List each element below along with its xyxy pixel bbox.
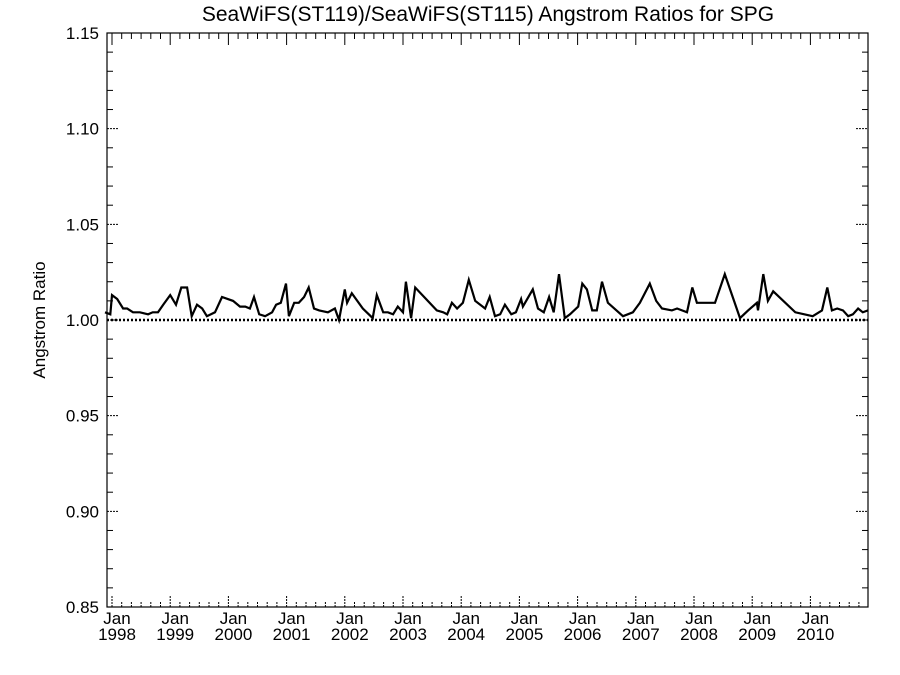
- x-tick-label-month: Jan: [743, 609, 770, 628]
- y-tick-label: 1.15: [66, 24, 99, 43]
- y-tick-label: 0.85: [66, 598, 99, 617]
- x-tick-label-year: 2009: [738, 625, 776, 644]
- y-tick-label: 1.05: [66, 215, 99, 234]
- x-tick-label-month: Jan: [802, 609, 829, 628]
- x-tick-label-year: 2010: [796, 625, 834, 644]
- x-tick-label-month: Jan: [278, 609, 305, 628]
- series-group: [104, 270, 869, 325]
- chart-title: SeaWiFS(ST119)/SeaWiFS(ST115) Angstrom R…: [202, 3, 774, 26]
- x-tick-label-year: 2005: [505, 625, 543, 644]
- x-tick-label-month: Jan: [627, 609, 654, 628]
- x-tick-label-year: 1998: [98, 625, 136, 644]
- x-tick-label-year: 2002: [331, 625, 369, 644]
- x-tick-label-year: 2006: [564, 625, 602, 644]
- x-tick-label-month: Jan: [103, 609, 130, 628]
- x-tick-label-month: Jan: [511, 609, 538, 628]
- y-tick-label: 0.90: [66, 502, 99, 521]
- x-tick-label-year: 2001: [273, 625, 311, 644]
- x-tick-label-month: Jan: [336, 609, 363, 628]
- x-tick-label-month: Jan: [220, 609, 247, 628]
- x-tick-label-month: Jan: [452, 609, 479, 628]
- x-tick-label-month: Jan: [394, 609, 421, 628]
- y-tick-label: 1.10: [66, 120, 99, 139]
- x-tick-label-year: 2003: [389, 625, 427, 644]
- x-tick-label-year: 2004: [447, 625, 485, 644]
- x-tick-label-year: 2000: [214, 625, 252, 644]
- x-tick-label-month: Jan: [161, 609, 188, 628]
- series-line: [104, 270, 869, 325]
- y-axis-label: Angstrom Ratio: [30, 261, 49, 378]
- x-tick-label-year: 1999: [156, 625, 194, 644]
- x-tick-label-month: Jan: [685, 609, 712, 628]
- y-tick-label: 0.95: [66, 407, 99, 426]
- y-tick-label: 1.00: [66, 311, 99, 330]
- x-tick-label-year: 2007: [622, 625, 660, 644]
- axis-ticks: [107, 33, 868, 607]
- plot-frame: [106, 32, 869, 608]
- x-tick-label-year: 2008: [680, 625, 718, 644]
- x-tick-label-month: Jan: [569, 609, 596, 628]
- tick-labels: 0.850.900.951.001.051.101.15Jan1998Jan19…: [66, 24, 834, 644]
